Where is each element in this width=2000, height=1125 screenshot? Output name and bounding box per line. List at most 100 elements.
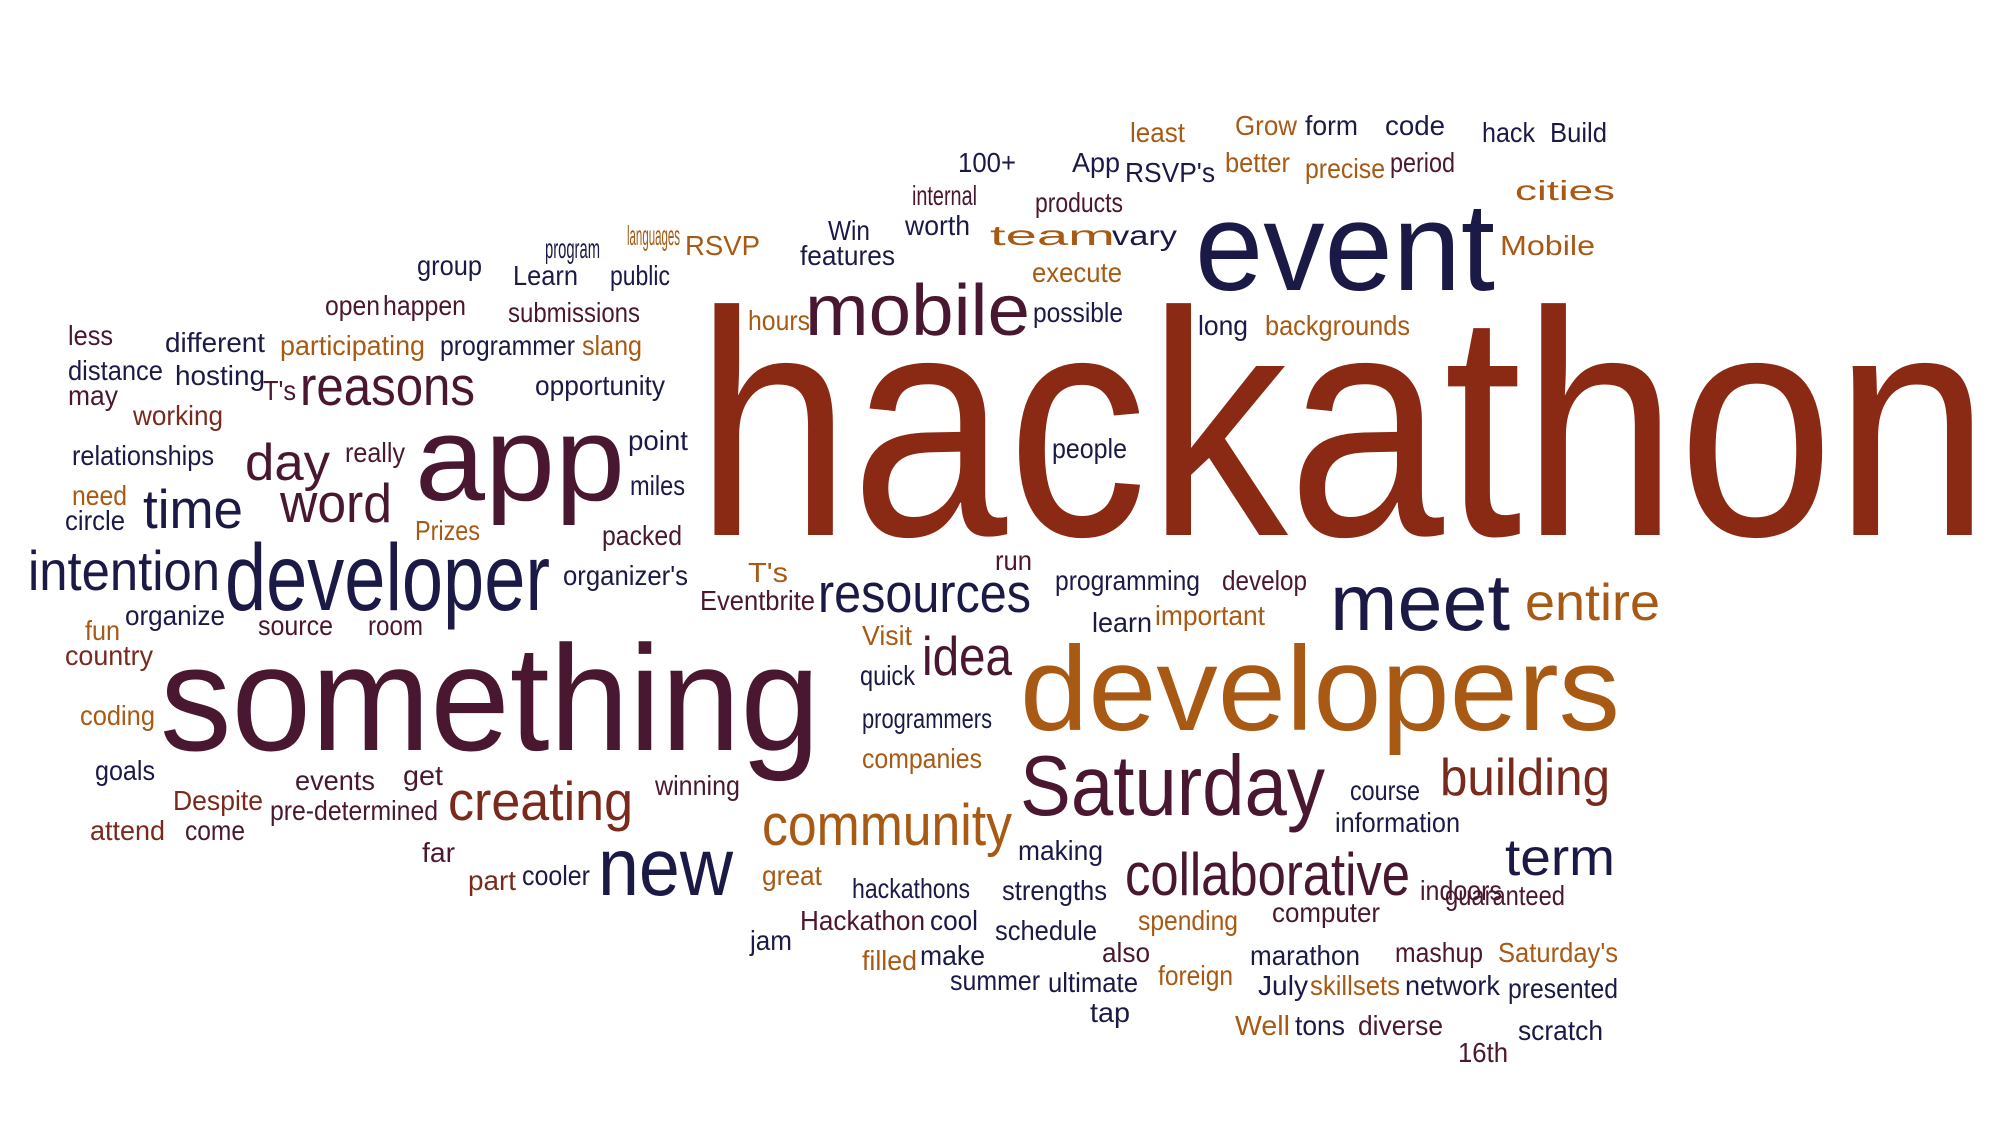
word-slang: slang: [582, 330, 642, 361]
word-mobile: mobile: [805, 271, 1030, 351]
word-building: building: [1440, 749, 1610, 807]
word-source: source: [258, 610, 333, 641]
word-schedule: schedule: [995, 915, 1097, 946]
word-cities: cities: [1515, 175, 1615, 206]
word-event: event: [1195, 178, 1495, 317]
word-t-s: T's: [748, 557, 788, 588]
word-time: time: [143, 478, 243, 540]
word-develop: develop: [1222, 565, 1307, 596]
word-great: great: [762, 860, 822, 891]
word-products: products: [1035, 187, 1123, 218]
word-filled: filled: [862, 945, 917, 976]
word-intention: intention: [28, 539, 220, 602]
word-people: people: [1052, 433, 1127, 464]
word-events: events: [295, 765, 375, 796]
word-making: making: [1018, 835, 1103, 866]
word-important: important: [1155, 600, 1265, 631]
word-form: form: [1305, 110, 1358, 141]
word-developer: developer: [225, 525, 550, 631]
word-jam: jam: [749, 925, 792, 956]
word-better: better: [1225, 147, 1290, 178]
word-execute: execute: [1032, 257, 1122, 288]
word-group: group: [417, 250, 482, 281]
word-programmers: programmers: [862, 703, 992, 734]
word-indoors: indoors: [1420, 875, 1502, 906]
word-organizer-s: organizer's: [563, 560, 688, 591]
word-collaborative: collaborative: [1125, 841, 1410, 908]
word-100: 100+: [958, 147, 1016, 178]
word-app: app: [415, 392, 625, 526]
word-precise: precise: [1305, 153, 1385, 184]
word-goals: goals: [95, 755, 155, 786]
word-diverse: diverse: [1358, 1010, 1443, 1041]
word-tons: tons: [1295, 1010, 1345, 1041]
word-relationships: relationships: [72, 440, 214, 471]
word-possible: possible: [1033, 297, 1123, 328]
word-ultimate: ultimate: [1048, 967, 1138, 998]
word-working: working: [132, 400, 223, 431]
word-organize: organize: [125, 600, 225, 631]
word-different: different: [165, 327, 265, 358]
word-distance: distance: [68, 355, 163, 386]
word-course: course: [1350, 775, 1420, 806]
word-term: term: [1505, 829, 1615, 887]
word-resources: resources: [818, 562, 1031, 624]
word-presented: presented: [1508, 973, 1618, 1004]
word-hackathons: hackathons: [852, 873, 970, 904]
word-come: come: [185, 815, 245, 846]
word-saturday-s: Saturday's: [1498, 937, 1618, 968]
word-idea: idea: [922, 625, 1012, 687]
word-grow: Grow: [1235, 110, 1298, 141]
word-hackathon: hackathon: [695, 245, 1990, 603]
word-least: least: [1130, 117, 1185, 148]
word-build: Build: [1550, 117, 1607, 148]
word-happen: happen: [383, 290, 466, 321]
word-computer: computer: [1272, 897, 1380, 928]
word-attend: attend: [90, 815, 165, 846]
word-community: community: [762, 793, 1012, 858]
word-foreign: foreign: [1158, 960, 1233, 991]
word-word: word: [279, 472, 392, 534]
word-need: need: [72, 480, 127, 511]
word-saturday: Saturday: [1020, 739, 1325, 834]
word-hackathon: Hackathon: [800, 905, 925, 936]
word-information: information: [1335, 807, 1460, 838]
word-point: point: [628, 425, 688, 456]
word-programmer: programmer: [440, 330, 575, 361]
word-16th: 16th: [1458, 1037, 1508, 1068]
word-prizes: Prizes: [415, 515, 480, 546]
word-period: period: [1390, 147, 1455, 178]
word-spending: spending: [1138, 905, 1238, 936]
word-winning: winning: [654, 770, 740, 801]
word-miles: miles: [630, 470, 685, 501]
word-internal: internal: [912, 180, 977, 211]
word-quick: quick: [860, 660, 916, 691]
word-program: program: [545, 233, 600, 264]
word-get: get: [403, 760, 443, 791]
word-cool: cool: [930, 905, 978, 936]
word-participating: participating: [280, 330, 425, 361]
word-part: part: [468, 865, 516, 896]
word-rsvp: RSVP: [685, 230, 760, 261]
word-may: may: [68, 380, 118, 411]
word-hours: hours: [748, 305, 810, 336]
word-languages: languages: [627, 220, 680, 251]
word-mashup: mashup: [1395, 937, 1483, 968]
word-features: features: [800, 240, 895, 271]
word-day: day: [245, 434, 330, 492]
word-cooler: cooler: [522, 860, 590, 891]
word-opportunity: opportunity: [535, 370, 665, 401]
word-well: Well: [1235, 1010, 1290, 1041]
word-programming: programming: [1055, 565, 1200, 596]
word-something: something: [160, 614, 820, 782]
word-learn: Learn: [513, 260, 578, 291]
word-tap: tap: [1090, 997, 1130, 1028]
word-eventbrite: Eventbrite: [700, 585, 815, 616]
word-fun: fun: [85, 615, 120, 646]
word-entire: entire: [1525, 574, 1660, 632]
word-guaranteed: guaranteed: [1445, 880, 1565, 911]
word-run: run: [995, 545, 1032, 576]
word-backgrounds: backgrounds: [1265, 310, 1410, 341]
word-companies: companies: [862, 743, 982, 774]
word-strengths: strengths: [1002, 875, 1107, 906]
